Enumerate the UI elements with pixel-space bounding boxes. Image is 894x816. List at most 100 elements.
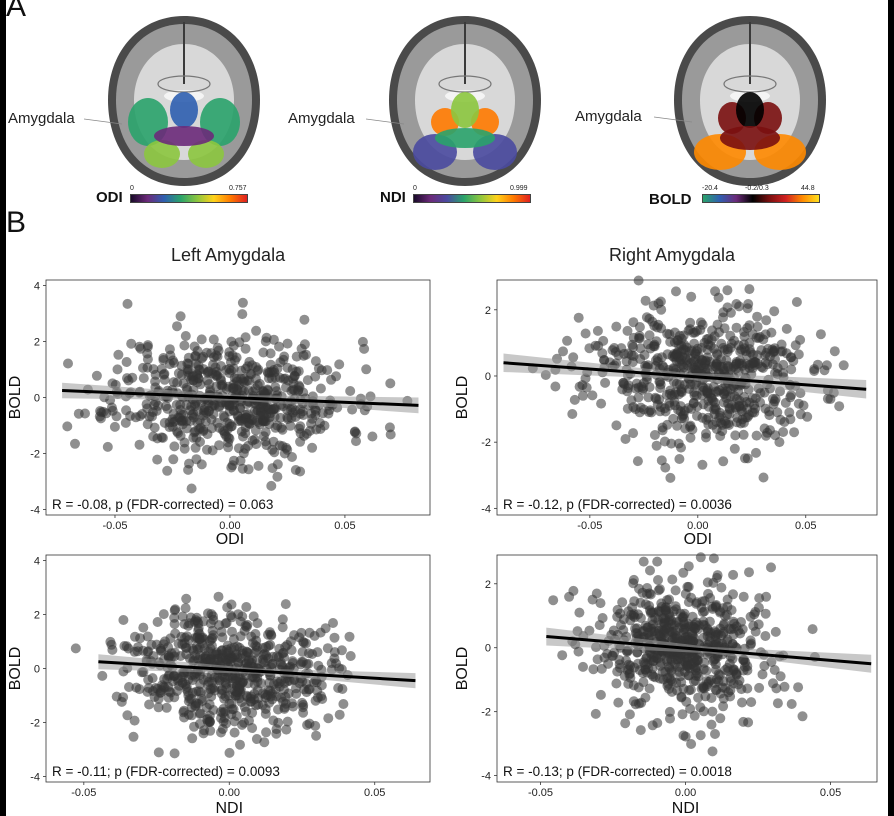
data-point bbox=[304, 627, 315, 638]
data-point bbox=[122, 710, 133, 721]
data-point bbox=[134, 411, 145, 422]
data-point bbox=[642, 360, 653, 371]
y-axis-label: BOLD bbox=[7, 376, 24, 420]
data-point bbox=[791, 297, 802, 307]
data-point bbox=[385, 378, 396, 389]
data-point bbox=[173, 368, 184, 379]
data-point bbox=[107, 378, 118, 389]
data-point bbox=[191, 612, 202, 623]
brain-map-bold bbox=[670, 14, 830, 194]
data-point bbox=[657, 422, 668, 433]
data-point bbox=[272, 471, 283, 482]
data-point bbox=[291, 688, 302, 699]
data-point bbox=[688, 398, 699, 409]
data-point bbox=[633, 392, 644, 403]
data-point bbox=[649, 430, 660, 440]
data-point bbox=[838, 360, 849, 371]
data-point bbox=[641, 667, 652, 678]
scatter-right-odi: -4 -2 0 2 -0.05 0.00 0.05 R = -0.12, p (FDR-cor… bbox=[454, 275, 878, 548]
data-point bbox=[706, 719, 717, 730]
data-point bbox=[728, 589, 738, 600]
column-title-left: Left Amygdala bbox=[171, 245, 286, 265]
data-point bbox=[297, 647, 308, 657]
data-point bbox=[611, 321, 622, 332]
data-point bbox=[148, 651, 159, 662]
data-point bbox=[711, 664, 721, 675]
data-point bbox=[739, 331, 750, 342]
data-point bbox=[802, 411, 813, 422]
data-point bbox=[595, 689, 606, 700]
x-tick-label: -0.05 bbox=[577, 520, 602, 532]
data-point bbox=[73, 408, 84, 419]
data-point bbox=[260, 427, 271, 438]
data-point bbox=[628, 574, 639, 585]
y-tick-label: 4 bbox=[34, 555, 40, 567]
data-point bbox=[229, 405, 240, 416]
data-point bbox=[331, 371, 342, 382]
colorbar-max-ndi: 0.999 bbox=[510, 185, 528, 192]
data-point bbox=[175, 651, 186, 661]
data-point bbox=[176, 631, 187, 642]
y-axis-label: BOLD bbox=[454, 376, 471, 420]
data-point bbox=[731, 359, 741, 370]
data-point bbox=[229, 727, 240, 738]
data-point bbox=[163, 650, 174, 661]
data-point bbox=[218, 716, 229, 727]
data-point bbox=[761, 315, 772, 326]
data-point bbox=[812, 359, 823, 370]
data-point bbox=[293, 385, 304, 396]
data-point bbox=[195, 379, 206, 390]
data-point bbox=[769, 665, 780, 675]
data-point bbox=[733, 340, 744, 351]
data-point bbox=[313, 660, 324, 671]
data-point bbox=[699, 620, 710, 631]
fit-line bbox=[503, 361, 867, 391]
data-point bbox=[584, 343, 595, 354]
data-point bbox=[587, 390, 598, 401]
data-point bbox=[647, 619, 658, 630]
data-point bbox=[134, 341, 145, 352]
data-point bbox=[344, 631, 355, 642]
data-point bbox=[691, 346, 702, 357]
data-point bbox=[628, 402, 639, 413]
data-point bbox=[550, 381, 561, 392]
data-point bbox=[170, 604, 181, 615]
data-point bbox=[186, 483, 197, 494]
data-point bbox=[641, 589, 652, 600]
data-point bbox=[689, 356, 699, 367]
data-point bbox=[179, 340, 190, 351]
y-tick-label: -2 bbox=[481, 707, 491, 719]
data-point bbox=[634, 698, 644, 709]
colorbar-min-ndi: 0 bbox=[413, 185, 417, 192]
data-point bbox=[247, 723, 258, 733]
data-point bbox=[710, 729, 720, 739]
data-point bbox=[164, 344, 175, 355]
data-point bbox=[745, 635, 756, 646]
data-point bbox=[295, 436, 306, 447]
data-point bbox=[661, 654, 672, 665]
data-point bbox=[295, 408, 306, 419]
data-point bbox=[670, 585, 681, 596]
data-point bbox=[730, 402, 741, 413]
data-point bbox=[127, 372, 138, 383]
data-point bbox=[219, 412, 230, 423]
data-point bbox=[175, 311, 186, 322]
data-point bbox=[168, 409, 179, 419]
data-point bbox=[674, 379, 685, 390]
data-point bbox=[95, 406, 106, 416]
data-point bbox=[718, 456, 729, 467]
data-point bbox=[746, 697, 757, 708]
data-point bbox=[294, 632, 305, 643]
data-point bbox=[304, 718, 315, 729]
data-point bbox=[611, 420, 622, 431]
data-point bbox=[709, 409, 720, 419]
data-point bbox=[217, 724, 228, 734]
data-point bbox=[624, 709, 635, 720]
plot-area bbox=[496, 279, 878, 516]
brain-image-bold bbox=[674, 16, 826, 186]
data-point bbox=[187, 733, 198, 744]
region-label-ndi: Amygdala bbox=[288, 110, 355, 127]
data-point bbox=[204, 699, 215, 710]
data-point bbox=[761, 591, 772, 602]
x-axis-label: NDI bbox=[215, 800, 243, 816]
